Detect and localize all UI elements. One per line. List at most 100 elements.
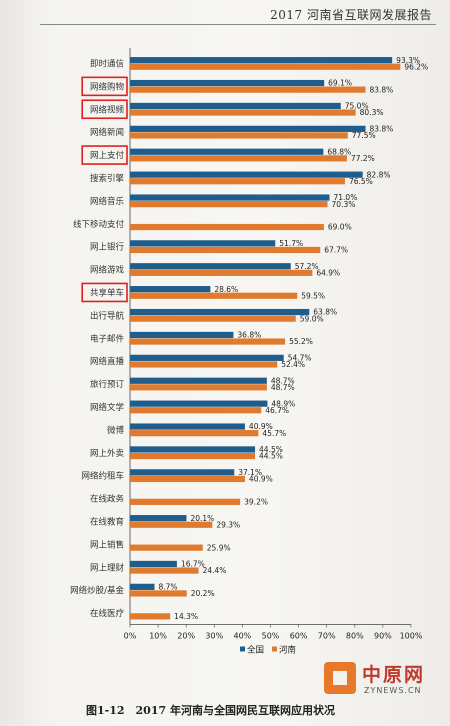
x-tick-label: 90% — [374, 632, 392, 641]
data-label: 54.7% — [288, 353, 312, 362]
category-label: 共享单车 — [90, 287, 124, 298]
data-label: 8.7% — [158, 582, 177, 591]
data-label: 64.9% — [316, 268, 340, 277]
category-label: 在线医疗 — [90, 608, 125, 619]
data-label: 67.7% — [324, 246, 348, 255]
data-label: 46.7% — [265, 406, 289, 415]
legend-label: 全国 — [247, 645, 264, 656]
bar-henan — [130, 223, 324, 231]
bar-national — [130, 446, 256, 453]
category-label: 网上银行 — [90, 242, 125, 253]
report-header-title: 2017 河南省互联网发展报告 — [270, 8, 432, 22]
highlight-box — [81, 76, 128, 97]
category-label: 在线教育 — [90, 516, 124, 527]
bar-henan — [130, 430, 259, 437]
bar-henan — [130, 567, 199, 574]
bar-henan — [130, 338, 286, 345]
category-label: 出行导航 — [90, 310, 125, 321]
bar-henan — [130, 109, 356, 116]
category-label: 电子邮件 — [90, 333, 125, 344]
bar-national — [130, 240, 276, 247]
bar-henan — [130, 590, 187, 597]
x-tick-label: 30% — [205, 632, 223, 641]
category-label: 网络音乐 — [90, 196, 125, 207]
bar-national — [130, 377, 267, 384]
data-label: 52.4% — [281, 360, 305, 369]
bar-national — [130, 263, 291, 270]
data-label: 83.8% — [369, 85, 393, 94]
bar-henan — [130, 452, 256, 460]
highlight-box — [81, 99, 128, 120]
bar-henan — [130, 613, 171, 620]
data-label: 25.9% — [207, 543, 231, 552]
data-label: 28.6% — [214, 285, 238, 294]
logo-mark-icon — [324, 662, 356, 694]
bar-national — [130, 57, 393, 64]
data-label: 96.2% — [404, 62, 428, 71]
category-label: 网上理财 — [90, 562, 125, 573]
logo-subtext: ZYNEWS.CN — [364, 686, 422, 695]
data-label: 45.7% — [262, 429, 286, 438]
category-label: 网上销售 — [90, 539, 124, 550]
bar-henan — [130, 269, 313, 276]
data-label: 40.9% — [249, 422, 273, 431]
data-label: 36.8% — [237, 331, 261, 340]
bar-henan — [130, 63, 401, 70]
legend-label: 河南 — [279, 645, 296, 656]
data-label: 29.3% — [216, 520, 240, 529]
data-label: 44.5% — [259, 445, 283, 454]
data-label: 39.2% — [244, 497, 268, 506]
header-rule — [40, 24, 436, 25]
bar-national — [130, 79, 325, 87]
data-label: 24.4% — [203, 566, 227, 575]
bar-national — [130, 286, 211, 293]
bar-national — [130, 102, 341, 110]
x-tick-label: 100% — [400, 632, 423, 641]
x-tick-label: 60% — [290, 632, 308, 641]
bar-national — [130, 469, 235, 476]
category-label: 网络直播 — [90, 356, 125, 367]
x-tick-label: 80% — [346, 632, 364, 641]
data-label: 20.2% — [191, 589, 215, 598]
data-label: 93.3% — [396, 56, 420, 65]
logo-text: 中原网 — [362, 664, 426, 686]
data-label: 69.0% — [328, 223, 352, 232]
data-label: 51.7% — [279, 239, 303, 248]
category-label: 线下移动支付 — [73, 219, 125, 230]
figure-caption: 图1-12 2017 年河南与全国网民互联网应用状况 — [86, 704, 335, 717]
bar-henan — [130, 178, 345, 185]
bar-henan — [130, 475, 245, 483]
data-label: 55.2% — [289, 337, 313, 346]
bar-henan — [130, 498, 241, 505]
bar-henan — [130, 201, 328, 208]
bar-national — [130, 308, 310, 316]
bar-national — [130, 400, 268, 407]
category-label: 网络视频 — [90, 104, 125, 115]
bar-national — [130, 515, 187, 522]
bar-henan — [130, 155, 347, 162]
bar-national — [130, 125, 366, 132]
category-label: 网络购物 — [90, 81, 125, 92]
x-tick-label: 50% — [262, 632, 280, 641]
bar-henan — [130, 86, 366, 93]
data-label: 77.5% — [352, 131, 376, 140]
category-label: 网上支付 — [90, 150, 125, 161]
x-tick-label: 0% — [124, 632, 137, 641]
category-label: 微博 — [107, 425, 125, 436]
category-label: 搜索引擎 — [90, 173, 125, 184]
bar-national — [130, 583, 155, 590]
category-label: 网络炒股/基金 — [70, 585, 124, 596]
data-label: 44.5% — [259, 452, 283, 461]
data-label: 69.1% — [328, 79, 352, 88]
bar-henan — [130, 384, 267, 391]
bar-national — [130, 148, 324, 155]
bar-henan — [130, 544, 203, 551]
data-label: 14.3% — [174, 612, 198, 621]
data-label: 75.0% — [345, 102, 369, 111]
bar-national — [130, 194, 330, 201]
category-label: 网络游戏 — [90, 265, 125, 276]
bar-henan — [130, 361, 278, 368]
bar-henan — [130, 246, 321, 254]
data-label: 83.8% — [369, 124, 393, 133]
